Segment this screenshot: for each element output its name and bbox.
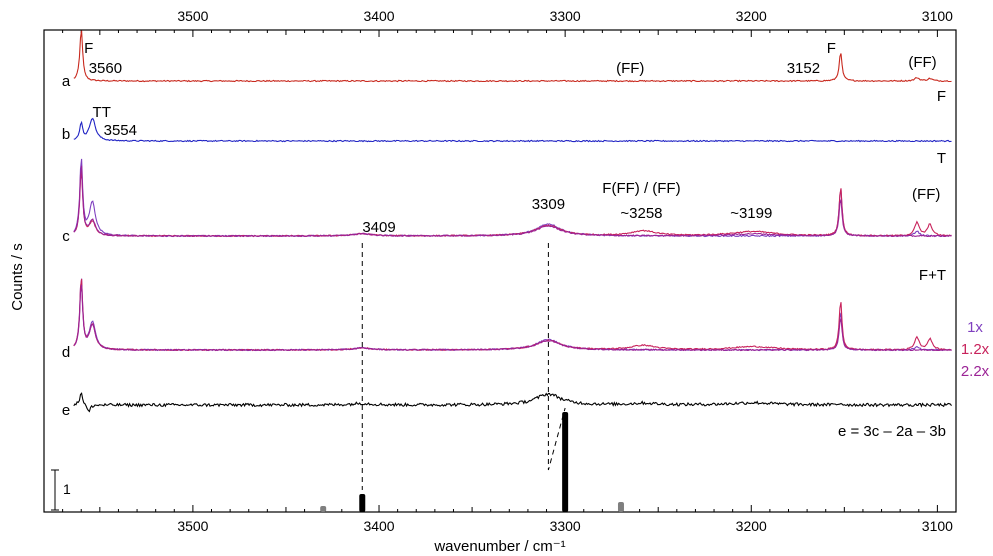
top-tick-label: 3200 — [736, 8, 767, 24]
stick-spectrum — [320, 412, 624, 512]
trace-d-line — [73, 284, 952, 352]
trace-c-line — [73, 171, 952, 238]
trace-b-line — [73, 117, 952, 143]
top-tick-label: 3100 — [922, 8, 953, 24]
bottom-axis: 3500 3400 3300 3200 3100 — [43, 505, 957, 534]
bottom-tick-label: 3400 — [363, 518, 394, 534]
stick-bar — [320, 506, 327, 512]
trace-right-label-a: F — [937, 88, 946, 105]
x-axis-label: wavenumber / cm⁻¹ — [433, 538, 565, 555]
top-tick-label: 3500 — [177, 8, 208, 24]
trace-group — [73, 30, 952, 413]
trace-label-b: b — [62, 126, 70, 143]
trace-d-line — [73, 278, 952, 352]
trace-label-a: a — [62, 73, 71, 90]
bottom-tick-label: 3200 — [736, 518, 767, 534]
peak-annotation: (FF) — [912, 186, 940, 203]
trace-right-label-b: T — [937, 150, 946, 167]
trace-label-group: a Fb Tc F+T d e e = 3c – 2a – 3b — [62, 73, 946, 440]
trace-right-label-c: F+T — [919, 267, 946, 284]
peak-annotation: 3309 — [532, 196, 565, 213]
bottom-tick-label: 3100 — [922, 518, 953, 534]
correlation-line-group — [361, 243, 566, 490]
top-tick-label: 3300 — [550, 8, 581, 24]
trace-c-line — [73, 165, 952, 238]
stick-bar — [617, 502, 624, 512]
trace-label-c: c — [62, 228, 70, 245]
peak-annotation: 3560 — [89, 60, 122, 77]
scale-bar-label: 1 — [63, 481, 71, 497]
legend-entry: 1x — [967, 319, 983, 336]
peak-annotation: 3152 — [787, 60, 820, 77]
legend-entry: 2.2x — [961, 363, 990, 380]
peak-annotation: (FF) — [908, 54, 936, 71]
peak-annotation: TT — [93, 104, 111, 121]
stick-bar — [562, 412, 569, 512]
peak-annotation: ~3258 — [620, 205, 662, 222]
trace-label-d: d — [62, 344, 70, 361]
peak-annotation: (FF) — [616, 60, 644, 77]
bottom-tick-label: 3500 — [177, 518, 208, 534]
trace-d-line — [73, 278, 952, 352]
legend-entry: 1.2x — [961, 341, 990, 358]
stick-bar — [359, 494, 366, 512]
trace-right-label-e: e = 3c – 2a – 3b — [838, 423, 946, 440]
peak-annotation: F(FF) / (FF) — [602, 180, 680, 197]
trace-a-line — [73, 30, 952, 83]
peak-annotation: F — [84, 40, 93, 57]
top-tick-label: 3400 — [363, 8, 394, 24]
trace-label-e: e — [62, 402, 70, 419]
legend: 1x 1.2x 2.2x — [961, 319, 990, 380]
peak-annotation: 3409 — [362, 219, 395, 236]
peak-annotation: 3554 — [104, 122, 137, 139]
trace-c-line — [73, 158, 952, 238]
y-axis-label: Counts / s — [9, 243, 26, 311]
top-axis: 3500 3400 3300 3200 3100 — [43, 8, 957, 37]
bottom-tick-label: 3300 — [550, 518, 581, 534]
correlation-line — [547, 243, 566, 471]
plot-frame — [43, 29, 957, 513]
peak-annotation: F — [827, 40, 836, 57]
peak-annotation: ~3199 — [730, 205, 772, 222]
trace-e-line — [73, 392, 952, 413]
